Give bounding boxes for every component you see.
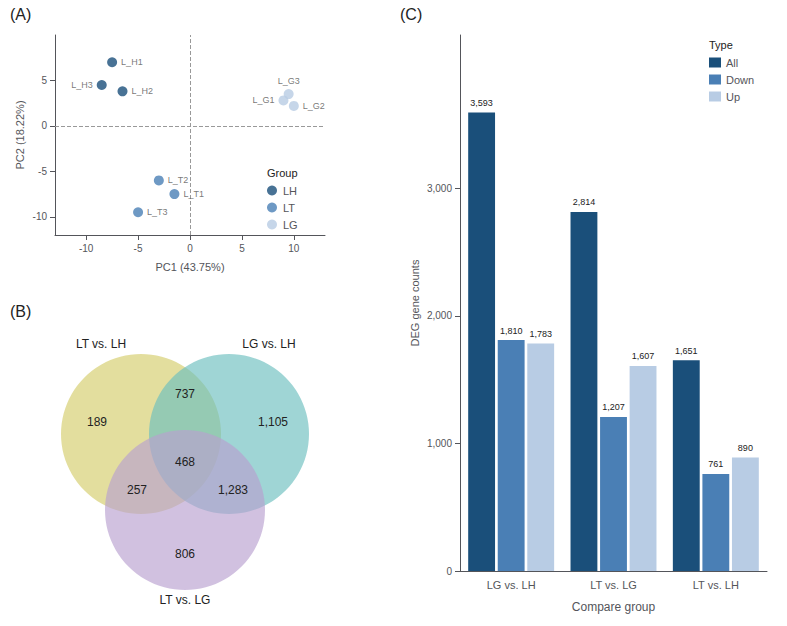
svg-text:All: All (726, 57, 738, 69)
svg-text:LG vs. LH: LG vs. LH (487, 579, 536, 591)
svg-text:LT vs. LH: LT vs. LH (76, 337, 126, 351)
svg-text:1,207: 1,207 (602, 402, 625, 412)
svg-text:PC2 (18.22%): PC2 (18.22%) (14, 100, 26, 169)
svg-text:L_G3: L_G3 (278, 76, 300, 86)
svg-text:1,810: 1,810 (500, 326, 523, 336)
svg-text:(B): (B) (10, 303, 31, 320)
svg-text:3,000: 3,000 (427, 183, 452, 194)
svg-text:-5: -5 (38, 166, 47, 177)
svg-text:1,651: 1,651 (675, 346, 698, 356)
svg-text:L_H3: L_H3 (71, 80, 93, 90)
svg-text:0: 0 (41, 120, 47, 131)
svg-text:LG vs. LH: LG vs. LH (242, 337, 295, 351)
svg-text:LG: LG (283, 219, 298, 231)
svg-text:890: 890 (738, 443, 753, 453)
svg-text:1,105: 1,105 (258, 415, 288, 429)
svg-text:1,607: 1,607 (632, 351, 655, 361)
svg-text:257: 257 (127, 483, 147, 497)
svg-text:737: 737 (175, 387, 195, 401)
svg-text:-10: -10 (33, 211, 48, 222)
svg-text:L_H2: L_H2 (132, 86, 154, 96)
svg-text:LT vs. LH: LT vs. LH (693, 579, 739, 591)
svg-text:189: 189 (87, 415, 107, 429)
svg-text:0: 0 (446, 566, 452, 577)
svg-text:L_H1: L_H1 (121, 57, 143, 67)
svg-text:PC1 (43.75%): PC1 (43.75%) (155, 261, 224, 273)
svg-text:10: 10 (288, 243, 300, 254)
svg-text:LH: LH (283, 185, 297, 197)
svg-text:LT: LT (283, 202, 295, 214)
svg-text:2,814: 2,814 (573, 197, 596, 207)
svg-text:Group: Group (267, 167, 298, 179)
svg-text:Up: Up (726, 91, 740, 103)
svg-text:-10: -10 (79, 243, 94, 254)
svg-text:-5: -5 (134, 243, 143, 254)
svg-text:L_T2: L_T2 (168, 175, 189, 185)
svg-text:LT vs. LG: LT vs. LG (160, 593, 211, 607)
svg-text:Type: Type (709, 39, 733, 51)
svg-text:1,283: 1,283 (218, 483, 248, 497)
svg-text:1,000: 1,000 (427, 438, 452, 449)
svg-text:L_T3: L_T3 (147, 207, 168, 217)
svg-text:5: 5 (41, 75, 47, 86)
svg-text:(C): (C) (400, 6, 422, 23)
svg-text:L_T1: L_T1 (183, 189, 204, 199)
svg-text:806: 806 (175, 547, 195, 561)
svg-text:DEG gene counts: DEG gene counts (409, 259, 421, 346)
svg-text:L_G1: L_G1 (252, 95, 274, 105)
svg-text:468: 468 (175, 455, 195, 469)
svg-text:(A): (A) (10, 6, 31, 23)
svg-text:Down: Down (726, 74, 754, 86)
svg-text:5: 5 (239, 243, 245, 254)
svg-text:761: 761 (708, 459, 723, 469)
svg-text:LT vs. LG: LT vs. LG (590, 579, 637, 591)
svg-text:Compare group: Compare group (572, 600, 656, 614)
svg-text:2,000: 2,000 (427, 310, 452, 321)
svg-text:1,783: 1,783 (529, 329, 552, 339)
svg-text:L_G2: L_G2 (303, 101, 325, 111)
svg-text:3,593: 3,593 (470, 98, 493, 108)
svg-text:0: 0 (187, 243, 193, 254)
